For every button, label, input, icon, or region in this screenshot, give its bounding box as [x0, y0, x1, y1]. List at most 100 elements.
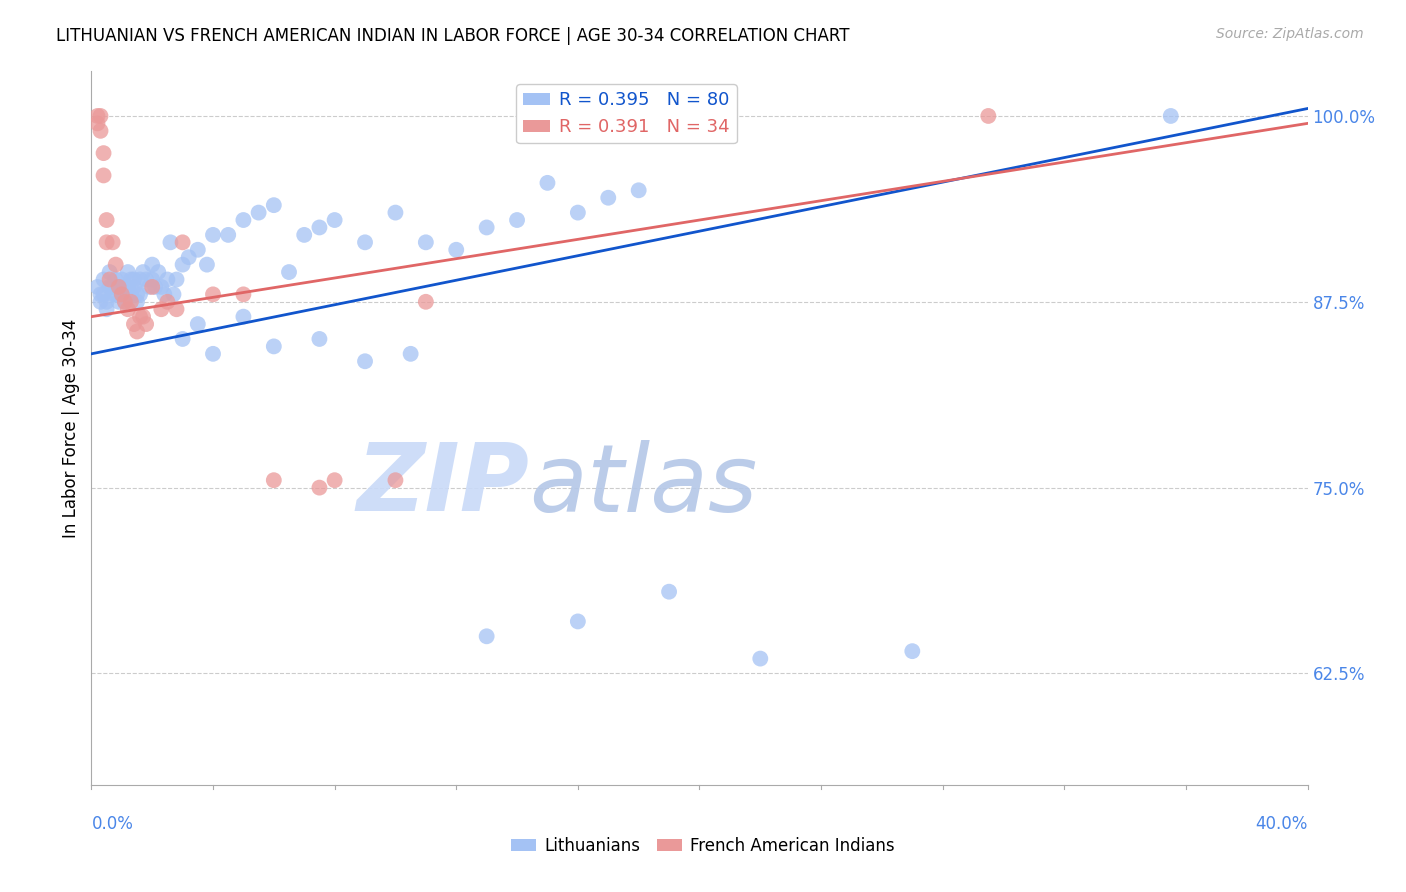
Point — [658, 584, 681, 599]
Point — [263, 198, 285, 212]
Point — [114, 294, 136, 309]
Point — [202, 227, 225, 242]
Point — [86, 116, 108, 130]
Legend: R = 0.395   N = 80, R = 0.391   N = 34: R = 0.395 N = 80, R = 0.391 N = 34 — [516, 84, 737, 144]
Point — [96, 294, 118, 309]
Point — [98, 265, 121, 279]
Point — [125, 287, 148, 301]
Point — [172, 332, 194, 346]
Point — [138, 280, 160, 294]
Point — [93, 272, 115, 286]
Point — [567, 615, 589, 629]
Point — [506, 213, 529, 227]
Point — [132, 310, 155, 324]
Point — [187, 243, 209, 257]
Point — [120, 272, 142, 286]
Point — [536, 176, 558, 190]
Point — [150, 280, 173, 294]
Point — [111, 272, 134, 286]
Point — [135, 272, 157, 286]
Point — [598, 191, 620, 205]
Point — [86, 109, 108, 123]
Point — [232, 310, 254, 324]
Point — [132, 265, 155, 279]
Point — [166, 302, 188, 317]
Legend: Lithuanians, French American Indians: Lithuanians, French American Indians — [505, 830, 901, 862]
Point — [172, 258, 194, 272]
Point — [141, 280, 163, 294]
Text: 0.0%: 0.0% — [91, 815, 134, 833]
Point — [308, 332, 330, 346]
Point — [96, 302, 118, 317]
Point — [114, 294, 136, 309]
Point — [117, 265, 139, 279]
Point — [101, 287, 124, 301]
Point — [475, 220, 498, 235]
Point — [104, 258, 127, 272]
Point — [292, 227, 315, 242]
Point — [323, 473, 346, 487]
Point — [141, 272, 163, 286]
Point — [217, 227, 239, 242]
Point — [156, 272, 179, 286]
Point — [114, 280, 136, 294]
Point — [96, 235, 118, 250]
Point — [444, 243, 467, 257]
Point — [129, 310, 152, 324]
Point — [415, 294, 437, 309]
Point — [977, 109, 1000, 123]
Point — [187, 317, 209, 331]
Point — [125, 325, 148, 339]
Point — [162, 287, 184, 301]
Point — [107, 294, 129, 309]
Text: atlas: atlas — [529, 440, 758, 531]
Point — [89, 109, 111, 123]
Point — [101, 235, 124, 250]
Point — [89, 294, 111, 309]
Point — [901, 644, 924, 658]
Point — [111, 280, 134, 294]
Point — [111, 287, 134, 301]
Point — [172, 235, 194, 250]
Point — [308, 220, 330, 235]
Point — [399, 347, 422, 361]
Point — [749, 651, 772, 665]
Text: ZIP: ZIP — [356, 439, 529, 532]
Point — [166, 272, 188, 286]
Point — [117, 302, 139, 317]
Point — [141, 258, 163, 272]
Point — [159, 235, 181, 250]
Point — [122, 317, 145, 331]
Point — [150, 302, 173, 317]
Point — [125, 294, 148, 309]
Point — [148, 265, 170, 279]
Point — [93, 146, 115, 161]
Point — [101, 280, 124, 294]
Point — [129, 287, 152, 301]
Point — [98, 280, 121, 294]
Point — [415, 235, 437, 250]
Point — [354, 235, 377, 250]
Point — [89, 124, 111, 138]
Point — [202, 287, 225, 301]
Point — [93, 169, 115, 183]
Point — [195, 258, 218, 272]
Y-axis label: In Labor Force | Age 30-34: In Labor Force | Age 30-34 — [62, 318, 80, 538]
Point — [120, 287, 142, 301]
Point — [627, 183, 650, 197]
Point — [247, 205, 270, 219]
Point — [156, 294, 179, 309]
Point — [278, 265, 301, 279]
Point — [232, 287, 254, 301]
Point — [98, 272, 121, 286]
Text: LITHUANIAN VS FRENCH AMERICAN INDIAN IN LABOR FORCE | AGE 30-34 CORRELATION CHAR: LITHUANIAN VS FRENCH AMERICAN INDIAN IN … — [56, 27, 849, 45]
Point — [135, 317, 157, 331]
Point — [263, 473, 285, 487]
Point — [111, 287, 134, 301]
Point — [567, 205, 589, 219]
Point — [263, 339, 285, 353]
Point — [129, 272, 152, 286]
Point — [93, 287, 115, 301]
Point — [122, 272, 145, 286]
Point — [177, 250, 200, 264]
